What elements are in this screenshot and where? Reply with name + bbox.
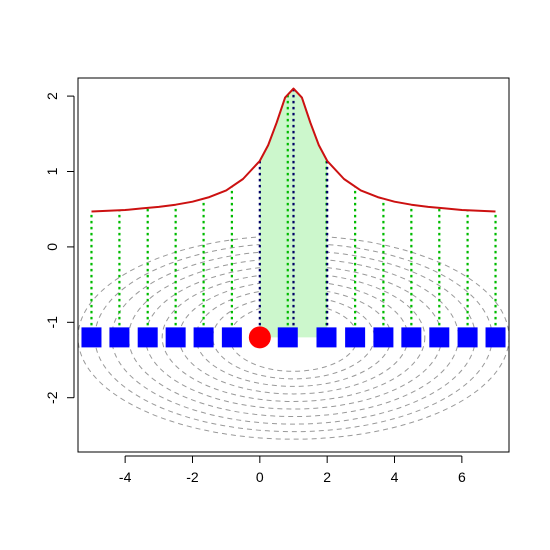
sample-point <box>429 327 450 348</box>
y-tick-label: -1 <box>44 316 60 329</box>
axes: -4 -2 0 2 4 6 -2 -1 0 1 2 <box>44 92 466 485</box>
sample-points <box>81 326 506 349</box>
drop-lines <box>90 88 497 338</box>
contour-ellipse <box>161 272 426 402</box>
x-tick-label: 0 <box>256 469 264 485</box>
shaded-region <box>259 88 328 338</box>
sample-point <box>165 327 186 348</box>
sample-point <box>81 327 102 348</box>
sample-point <box>345 327 366 348</box>
x-tick-label: 4 <box>391 469 399 485</box>
sample-point <box>109 327 130 348</box>
curve-layer <box>91 87 496 213</box>
center-point <box>248 326 271 349</box>
sample-point <box>401 327 422 348</box>
x-tick-label: -4 <box>119 469 132 485</box>
x-tick-label: -2 <box>186 469 199 485</box>
sample-point <box>373 327 394 348</box>
x-tick-label: 2 <box>323 469 331 485</box>
x-tick-label: 6 <box>458 469 466 485</box>
sample-point <box>485 327 506 348</box>
y-tick-label: 1 <box>44 167 60 175</box>
y-tick-label: 2 <box>44 92 60 100</box>
sample-point <box>221 327 242 348</box>
sample-point <box>316 327 337 348</box>
sample-point <box>137 327 158 348</box>
y-tick-label: -2 <box>44 391 60 404</box>
shaded-region-layer <box>259 88 328 338</box>
sample-point <box>457 327 478 348</box>
sample-point <box>277 327 298 348</box>
y-tick-label: 0 <box>44 243 60 251</box>
density-curve <box>91 87 496 213</box>
plot-frame <box>77 77 510 453</box>
sample-point <box>193 327 214 348</box>
